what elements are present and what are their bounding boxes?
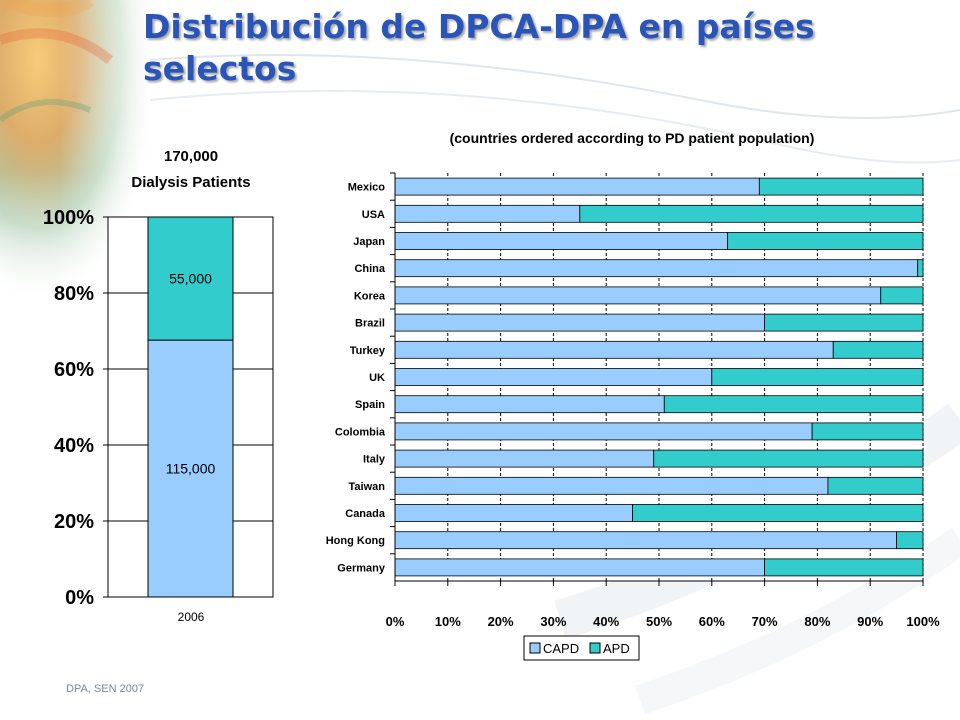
bar-apd (653, 449, 924, 468)
x-tick-label: 2006 (178, 610, 205, 624)
bar-capd (394, 286, 882, 305)
category-label: Korea (354, 290, 386, 302)
category-label: Mexico (348, 182, 386, 194)
legend-swatch-apd (589, 642, 601, 654)
category-label: UK (369, 372, 385, 384)
category-label: Japan (353, 236, 385, 248)
category-label: Spain (355, 399, 385, 411)
bar-capd (394, 422, 813, 441)
bar-apd (579, 204, 924, 223)
x-tick-label: 20% (488, 614, 514, 629)
bar-apd (832, 340, 924, 359)
bar-apd (811, 422, 924, 441)
x-tick-label: 40% (593, 614, 619, 629)
bar-capd (394, 313, 766, 332)
bar-capd (394, 204, 581, 223)
y-tick-label: 60% (54, 359, 94, 381)
bar-capd (394, 476, 829, 495)
x-tick-label: 100% (906, 614, 940, 629)
category-label: Turkey (350, 345, 386, 357)
bar-capd (394, 368, 713, 386)
x-tick-label: 90% (857, 614, 883, 629)
chart-title-line-2: Dialysis Patients (131, 174, 250, 191)
chart-title-line-1: 170,000 (164, 148, 218, 165)
bar-apd (880, 286, 924, 305)
category-label: Taiwan (349, 481, 386, 493)
legend: CAPD APD (523, 635, 640, 661)
bar-capd (394, 177, 760, 196)
x-tick-label: 10% (435, 614, 461, 629)
bar-apd (764, 313, 924, 332)
bar-capd (394, 395, 665, 414)
y-tick-label: 100% (43, 207, 94, 229)
bar-capd (394, 531, 898, 550)
bar-capd (394, 449, 655, 468)
data-label: 55,000 (169, 271, 212, 287)
category-label: Canada (345, 508, 386, 520)
bar-apd (758, 177, 924, 196)
legend-box (523, 635, 640, 661)
category-label: China (354, 263, 385, 275)
legend-label: APD (603, 641, 630, 656)
bar-capd (394, 259, 919, 278)
y-tick-label: 80% (54, 283, 94, 305)
legend-label: CAPD (543, 641, 579, 656)
bar-apd (764, 558, 924, 577)
bar-apd (827, 476, 924, 495)
bar-segment-capd (147, 339, 234, 598)
x-tick-label: 30% (540, 614, 566, 629)
category-label: USA (362, 209, 385, 221)
slide-title: Distribución de DPCA-DPA en países selec… (143, 7, 815, 88)
category-label: Colombia (335, 426, 386, 438)
bar-apd (632, 504, 924, 522)
bar-apd (917, 259, 924, 278)
bar-capd (394, 340, 834, 359)
x-tick-label: 0% (386, 614, 405, 629)
category-label: Brazil (355, 318, 385, 330)
x-tick-label: 80% (804, 614, 830, 629)
bar-apd (727, 232, 924, 250)
category-label: Germany (337, 562, 386, 574)
x-tick-label: 70% (752, 614, 778, 629)
footer-source: DPA, SEN 2007 (66, 683, 145, 695)
bar-segment-apd (147, 216, 234, 341)
x-tick-label: 50% (646, 614, 672, 629)
bar-apd (896, 531, 924, 550)
data-label: 115,000 (166, 461, 216, 477)
category-label: Hong Kong (326, 535, 385, 547)
bar-capd (394, 558, 766, 577)
bar-apd (663, 395, 924, 414)
y-tick-label: 40% (54, 435, 94, 457)
chart-subtitle: (countries ordered according to PD patie… (450, 130, 815, 146)
y-tick-label: 0% (65, 587, 94, 609)
category-label: Italy (363, 454, 386, 466)
bar-capd (394, 504, 634, 522)
bar-capd (394, 232, 729, 250)
legend-swatch-capd (529, 642, 541, 654)
x-tick-label: 60% (699, 614, 725, 629)
bar-apd (711, 368, 924, 386)
y-tick-label: 20% (54, 511, 94, 533)
